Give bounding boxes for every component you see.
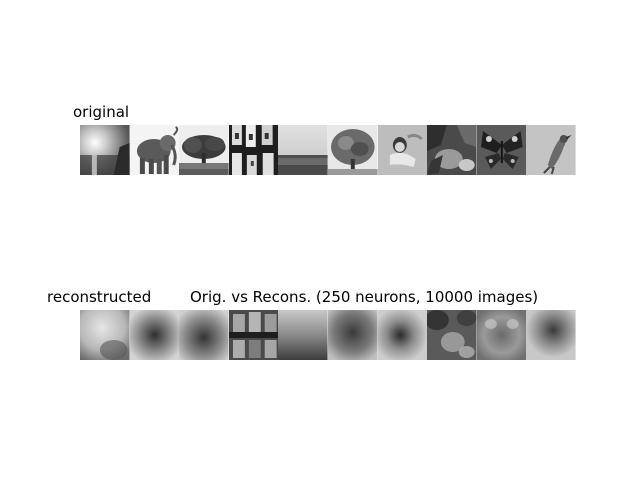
reconstruction-10-image bbox=[526, 310, 576, 360]
reconstructed-label: reconstructed bbox=[47, 288, 152, 306]
butterfly-image bbox=[476, 125, 527, 175]
figure-title: Orig. vs Recons. (250 neurons, 10000 ima… bbox=[190, 288, 539, 306]
original-label: original bbox=[73, 103, 130, 121]
original-image-row bbox=[80, 125, 576, 175]
reconstruction-8-image bbox=[427, 310, 477, 360]
reconstruction-6-image bbox=[327, 310, 378, 360]
reconstruction-2-image bbox=[129, 310, 180, 360]
tree-landscape-image bbox=[179, 125, 229, 175]
reconstruction-1-image bbox=[80, 310, 130, 360]
sun-over-water-image bbox=[80, 125, 130, 175]
reconstruction-5-image bbox=[278, 310, 328, 360]
bird-image bbox=[526, 125, 576, 175]
reconstruction-3-image bbox=[179, 310, 229, 360]
reclining-person-image bbox=[377, 125, 428, 175]
reconstructed-image-row bbox=[80, 310, 576, 360]
reconstruction-4-image bbox=[228, 310, 279, 360]
horizon-landscape-image bbox=[278, 125, 328, 175]
bottles-image bbox=[228, 125, 279, 175]
rocky-scene-image bbox=[427, 125, 477, 175]
reconstruction-9-image bbox=[476, 310, 527, 360]
elephant-image bbox=[129, 125, 180, 175]
leafy-tree-image bbox=[327, 125, 378, 175]
reconstruction-7-image bbox=[377, 310, 428, 360]
